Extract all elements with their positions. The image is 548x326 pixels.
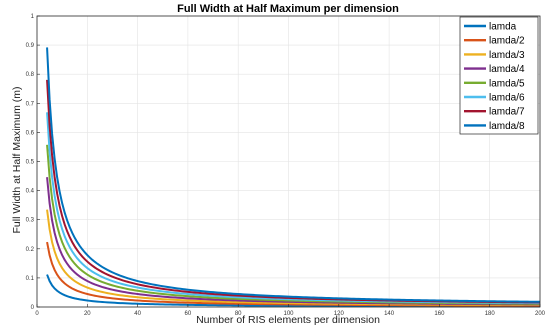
legend-label: lamda/8	[489, 121, 525, 132]
x-tick-label: 120	[334, 311, 345, 317]
legend-label: lamda/4	[489, 64, 525, 75]
y-tick-label: 0.2	[26, 247, 35, 253]
x-tick-label: 200	[535, 311, 546, 317]
x-tick-label: 140	[384, 311, 395, 317]
x-tick-label: 160	[434, 311, 445, 317]
x-tick-label: 40	[134, 311, 141, 317]
legend-label: lamda/2	[489, 36, 525, 47]
y-tick-label: 0.1	[26, 276, 35, 282]
y-tick-label: 0.5	[26, 160, 35, 166]
x-tick-label: 180	[485, 311, 496, 317]
y-tick-label: 0.3	[26, 218, 35, 224]
x-tick-label: 100	[283, 311, 294, 317]
chart-title: Full Width at Half Maximum per dimension	[177, 3, 399, 15]
series-line-8	[46, 47, 541, 303]
x-tick-label: 0	[35, 311, 39, 317]
series-group	[46, 47, 541, 308]
y-tick-label: 0.4	[26, 189, 35, 195]
legend-box	[459, 16, 539, 135]
y-tick-label: 1	[31, 14, 35, 20]
x-tick-label: 60	[185, 311, 192, 317]
y-tick-label: 0.8	[26, 72, 35, 78]
y-tick-label: 0	[31, 305, 35, 311]
y-tick-label: 0.9	[26, 43, 35, 49]
x-tick-labels: 0 20 40 60 80 100 120 140 160 180 200	[35, 304, 546, 317]
y-axis-label: Full Width at Half Maximum (m)	[11, 86, 23, 233]
legend: lamda lamda/2 lamda/3 lamda/4 lamda/5 lamda/6…	[459, 16, 539, 135]
legend-label: lamda/5	[489, 78, 525, 89]
x-axis-label: Number of RIS elements per dimension	[196, 314, 380, 326]
legend-label: lamda/6	[489, 93, 525, 104]
y-tick-label: 0.7	[26, 101, 35, 107]
x-tick-label: 20	[84, 311, 91, 317]
x-tick-label: 80	[235, 311, 242, 317]
legend-label: lamda/3	[489, 50, 525, 61]
y-tick-labels: 0 0.1 0.2 0.3 0.4 0.5 0.6 0.7 0.8 0.9 1	[26, 14, 40, 311]
y-tick-label: 0.6	[26, 130, 35, 136]
legend-label: lamda/7	[489, 107, 525, 118]
legend-label: lamda	[489, 22, 517, 33]
